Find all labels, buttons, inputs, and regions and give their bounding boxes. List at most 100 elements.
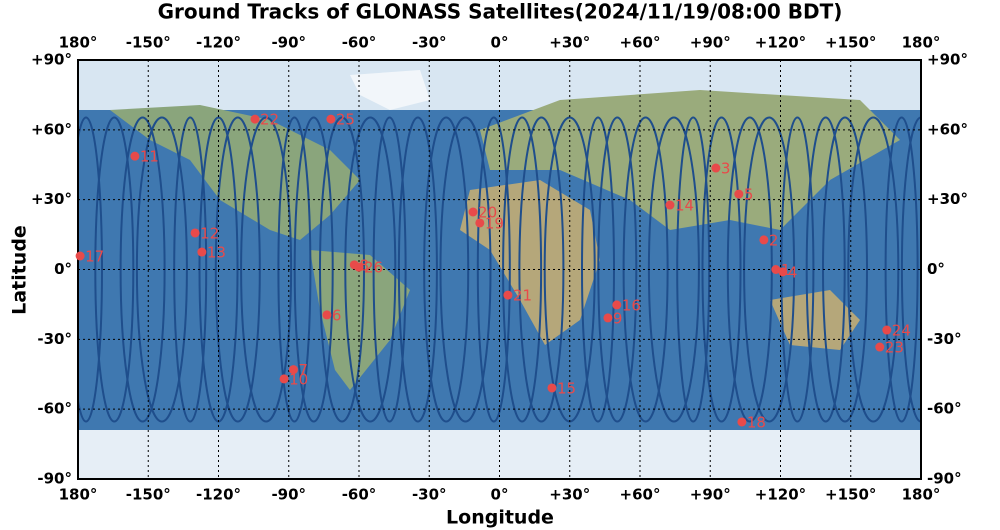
x-tick-label: 0° [491,486,509,504]
x-tick-label-top: 0° [491,34,509,52]
satellite-label: 26 [364,259,383,277]
satellite-point [503,290,513,300]
satellite-point [75,251,85,261]
ground-track [439,116,492,423]
satellite-point [737,417,747,427]
x-tick-label: 180° [59,486,98,504]
x-tick-label: +30° [549,486,590,504]
satellite-point [326,114,336,124]
satellite-label: 4 [788,263,798,281]
y-tick-label-right: 0° [927,260,945,278]
satellite-label: 8 [359,256,369,274]
y-tick-label: -30° [37,330,72,348]
y-tick-label: +30° [31,190,72,208]
satellite-point [603,313,613,323]
x-tick-label-top: -30° [412,34,447,52]
y-tick-label: -60° [37,400,72,418]
ground-track [701,116,742,423]
x-tick-label: +90° [690,486,731,504]
y-tick-label-right: -30° [927,330,962,348]
satellite-point [279,374,289,384]
x-tick-label: -60° [342,486,377,504]
satellite-label: 23 [885,339,904,357]
satellite-point [250,114,260,124]
x-tick-label: -150° [126,486,171,504]
y-axis-label: Latitude [9,225,31,315]
y-tick-label-right: -90° [927,470,962,488]
satellite-label: 9 [613,309,623,327]
y-tick-label-right: +60° [927,120,968,138]
x-tick-label: -120° [196,486,241,504]
ground-track [78,116,103,423]
y-tick-label: +90° [31,51,72,69]
y-tick-label: +60° [31,120,72,138]
x-tick-label-top: +150° [825,34,876,52]
x-tick-label-top: -120° [196,34,241,52]
y-tick-label-right: +90° [927,51,968,69]
x-tick-label: 180° [902,486,941,504]
ground-track [344,116,397,423]
satellite-label: 13 [207,244,226,262]
x-tick-label: +150° [825,486,876,504]
satellite-point [130,151,140,161]
satellite-point [612,300,622,310]
satellite-label: 3 [721,160,731,178]
satellite-point [734,189,744,199]
satellite-point [354,262,364,272]
x-tick-label-top: +30° [549,34,590,52]
y-tick-label-right: +30° [927,190,968,208]
satellite-point [468,207,478,217]
satellite-label: 17 [85,247,104,265]
satellite-label: 22 [260,111,279,129]
satellite-label: 24 [892,322,911,340]
x-tick-label: +60° [620,486,661,504]
x-tick-label: +120° [755,486,806,504]
satellite-point [771,265,781,274]
ground-track [240,116,293,423]
satellite-point [711,163,721,173]
satellite-label: 5 [744,186,754,204]
chart-title: Ground Tracks of GLONASS Satellites(2024… [158,0,843,24]
x-tick-label-top: +90° [690,34,731,52]
satellite-point [778,267,788,277]
satellite-label: 18 [747,413,766,431]
satellite-label: 10 [289,370,308,388]
x-tick-label: -30° [412,486,447,504]
x-axis-label: Longitude [446,507,554,529]
x-tick-label: -90° [271,486,306,504]
ground-track [135,116,188,423]
satellite-point [547,383,557,393]
satellite-label: 14 [675,197,694,215]
x-tick-label-top: 180° [902,34,941,52]
x-tick-label-top: +120° [755,34,806,52]
satellite-label: 20 [478,204,497,222]
satellite-label: 16 [622,296,641,314]
x-tick-label-top: +60° [620,34,661,52]
x-tick-label-top: 180° [59,34,98,52]
satellite-point [288,365,298,375]
satellite-point [322,310,332,320]
x-tick-label-top: -90° [271,34,306,52]
satellite-point [875,342,885,352]
satellite-label: 25 [336,111,355,129]
satellite-point [882,325,892,335]
satellite-label: 6 [332,306,342,324]
ground-track [884,116,919,423]
satellite-point [665,200,675,210]
y-tick-label: 0° [54,260,72,278]
satellite-point [475,218,485,228]
satellite-label: 12 [200,224,219,242]
satellite-label: 21 [513,287,532,305]
satellite-label: 7 [298,361,308,379]
x-tick-label-top: -60° [342,34,377,52]
satellite-label: 11 [140,148,159,166]
y-tick-label-right: -60° [927,400,962,418]
satellite-label: 2 [769,231,779,249]
satellite-point [759,235,769,245]
satellite-label: 15 [557,379,576,397]
satellite-label: 19 [485,214,504,232]
x-tick-label-top: -150° [126,34,171,52]
satellite-point [190,228,200,238]
satellite-point [197,247,207,257]
